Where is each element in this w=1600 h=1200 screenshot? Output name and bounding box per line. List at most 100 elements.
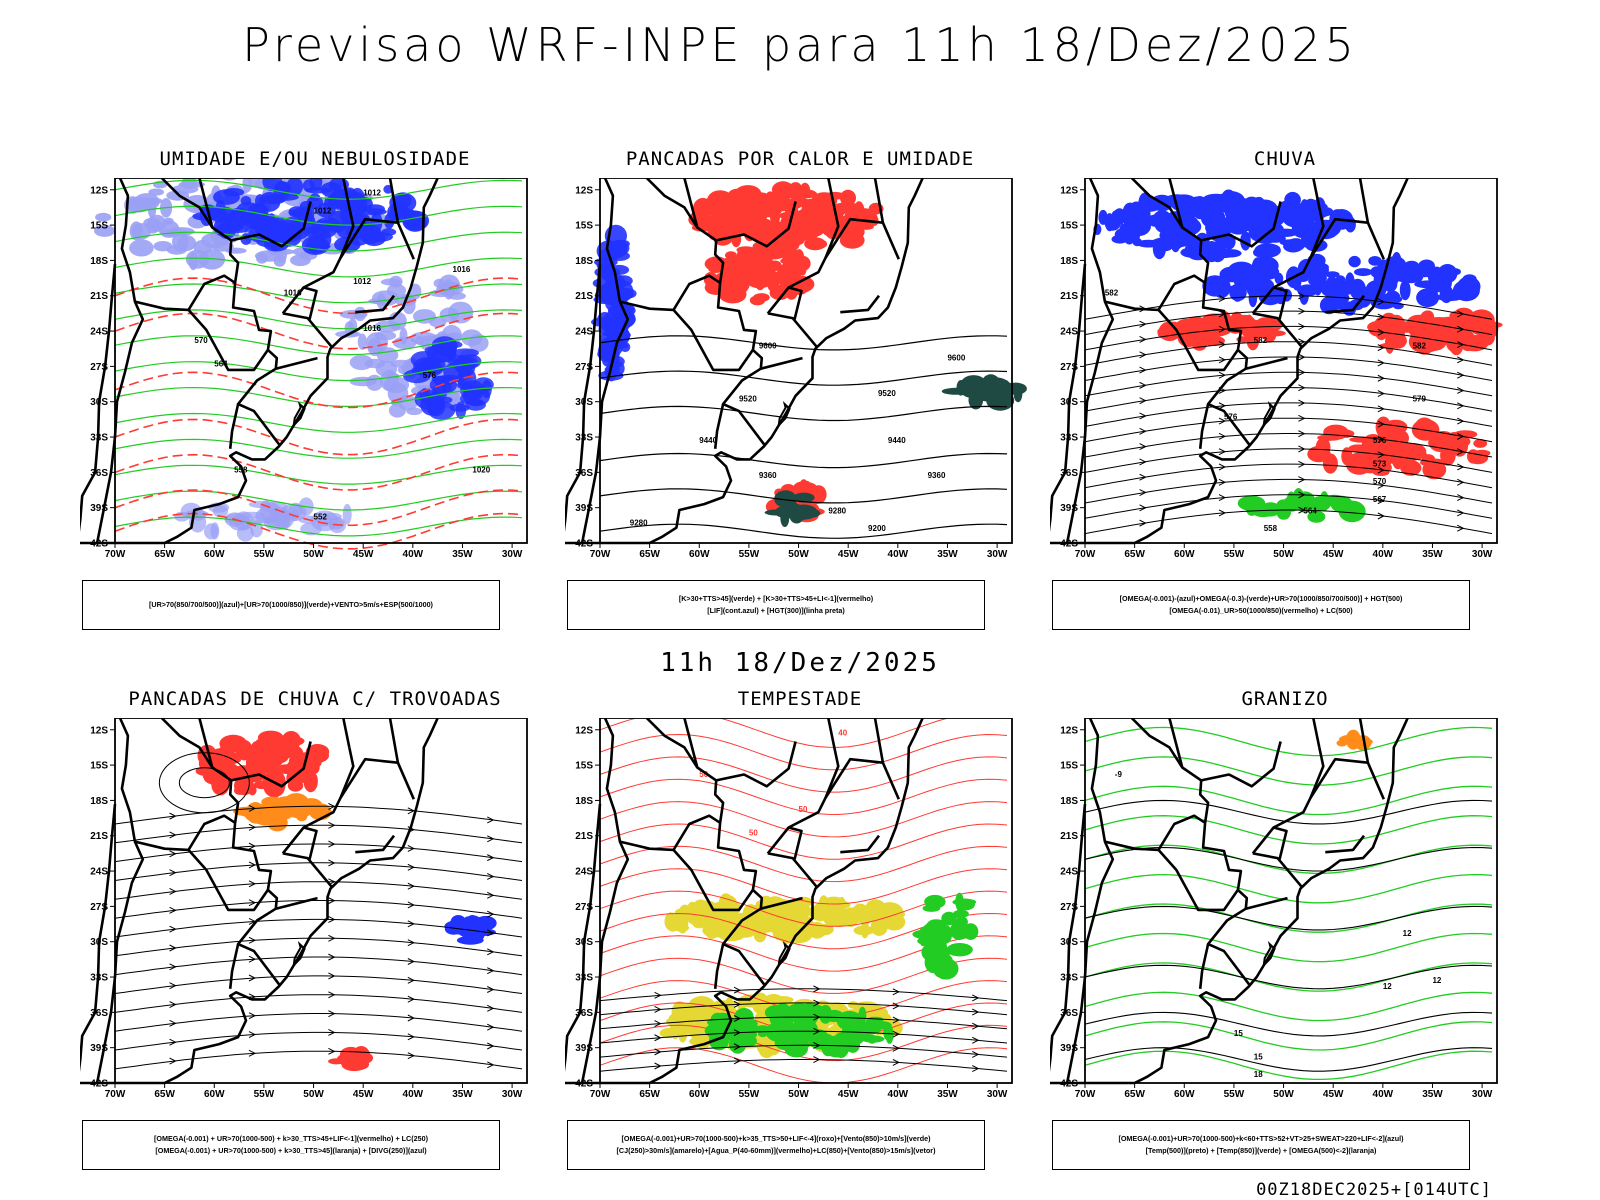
panel-title: PANCADAS POR CALOR E UMIDADE: [625, 148, 975, 170]
red-omega-cell: [1367, 320, 1395, 334]
streamline: [1084, 463, 1493, 489]
streamline-arrow: [972, 1022, 980, 1030]
streamline-arrow: [1218, 417, 1227, 425]
red-thickness-contour: [114, 277, 523, 315]
light-blue-humidity-cell: [126, 196, 152, 213]
contour-label: 1012: [353, 277, 371, 286]
green-wind-cell: [924, 894, 946, 909]
country-border: [303, 286, 318, 320]
streamline-arrow: [328, 934, 336, 942]
contour-label: 558: [1264, 524, 1278, 533]
lat-tick-label: 27S: [90, 362, 108, 373]
green-wind-cell: [745, 1013, 754, 1021]
green-temp850: [1084, 785, 1493, 816]
lat-tick-label: 12S: [575, 725, 593, 736]
streamline-arrow: [487, 1042, 495, 1050]
streamline-arrow: [487, 948, 495, 956]
blue-humidity-cell: [334, 236, 361, 253]
country-border: [275, 896, 318, 910]
contour-label: 9520: [739, 395, 757, 404]
lon-tick-label: 45W: [838, 549, 859, 560]
contour-label: 18: [1254, 1070, 1263, 1079]
streamline-arrow: [1298, 460, 1306, 468]
lon-tick-label: 60W: [1174, 549, 1195, 560]
red-thunder-cell: [342, 1050, 365, 1071]
legend-line-1: [K>30+TTS>45](verde) + [K>30+TTS>45+LI<-…: [678, 594, 874, 603]
streamline-arrow: [1377, 512, 1385, 520]
country-border: [1358, 178, 1370, 223]
streamline-arrow: [487, 967, 495, 975]
lon-tick-label: 45W: [1323, 1089, 1344, 1100]
light-blue-humidity-cell: [413, 309, 436, 324]
yellow-jet-cell: [770, 923, 786, 933]
streamline-arrow: [328, 859, 336, 867]
blue-omega-cell: [1217, 191, 1245, 210]
teal-instability-cell: [793, 492, 815, 503]
streamline-arrow: [407, 863, 415, 871]
streamline-arrow: [248, 880, 257, 888]
streamline-arrow: [1139, 351, 1147, 359]
blue-omega-cell: [1439, 284, 1454, 304]
country-border: [134, 814, 273, 912]
lat-tick-label: 21S: [90, 831, 108, 842]
map-tempestade: 40 50 50 50 12S 15S 18S 21S 24S 27S 30S 33S 36S 39S 42…: [565, 718, 1013, 1100]
country-border: [282, 312, 333, 348]
streamline-arrow: [487, 910, 495, 918]
red-contour: [599, 823, 1008, 860]
streamline-arrow: [1139, 366, 1147, 374]
contour-label: 50: [799, 805, 808, 814]
contour-label: 12: [1383, 982, 1392, 991]
country-border: [1251, 207, 1325, 315]
streamline: [1084, 417, 1493, 443]
light-blue-humidity-cell: [94, 224, 115, 237]
orange-thunder-cell: [296, 811, 308, 822]
yellow-jet-cell: [693, 899, 709, 915]
green-omega-cell: [1268, 505, 1289, 513]
streamline-arrow: [328, 991, 336, 999]
blue-humidity-cell: [223, 188, 245, 197]
blue-lif-cell: [605, 273, 626, 293]
lat-tick-label: 33S: [90, 433, 108, 444]
contour-label: 1016: [453, 265, 471, 274]
yellow-jet-cell: [678, 1026, 688, 1043]
panel-tempestade: TEMPESTADE 40 50 50 50 12S 15S 18S 21S 24S 27S 30S…: [565, 688, 1065, 1188]
blue-lif-cell: [609, 240, 630, 257]
contour-label: 9280: [630, 518, 648, 527]
map-frame: [1084, 178, 1498, 544]
green-wind-cell: [821, 1041, 835, 1057]
black-temp500: [1084, 964, 1493, 990]
red-contour: [599, 801, 1008, 838]
legend-line-2: [CJ(250)>30m/s](amarelo)+[Agua_P(40-60mm…: [616, 1146, 936, 1155]
lon-tick-label: 30W: [987, 1089, 1008, 1100]
streamline: [114, 900, 523, 919]
panel-pancadas-calor: PANCADAS POR CALOR E UMIDADE 9600 9600 952…: [565, 148, 1065, 648]
lat-tick-label: 24S: [1060, 867, 1078, 878]
red-thickness-contour: [114, 489, 523, 527]
legend-line-2: [LIF](cont.azul) + [HGT(300)](linha pret…: [707, 606, 845, 615]
lat-tick-label: 18S: [90, 796, 108, 807]
streamline: [114, 1031, 523, 1051]
streamline-arrow: [328, 802, 336, 810]
country-border: [840, 834, 881, 854]
streamline: [1084, 341, 1493, 366]
lat-tick-label: 30S: [1060, 397, 1078, 408]
streamline-arrow: [328, 953, 336, 961]
country-border: [160, 718, 240, 823]
streamline-arrow: [1298, 353, 1306, 361]
streamline-arrow: [733, 1043, 742, 1051]
lon-tick-label: 70W: [105, 549, 126, 560]
contour-label: 50: [699, 770, 708, 779]
red-instability-cell: [840, 189, 856, 207]
streamline-arrow: [1139, 458, 1147, 466]
contour-label: 564: [214, 359, 228, 368]
streamline: [1084, 402, 1493, 427]
contour-label: 50: [749, 829, 758, 838]
contour-label: 567: [1373, 495, 1387, 504]
country-border: [713, 403, 725, 449]
orange-omega-cell: [1341, 737, 1369, 745]
country-border: [1312, 718, 1321, 748]
blue-humidity-cell: [229, 210, 245, 232]
blue-omega-cell: [1209, 241, 1226, 263]
red-omega-cell: [1322, 453, 1338, 474]
blue-omega-cell: [1205, 221, 1221, 235]
